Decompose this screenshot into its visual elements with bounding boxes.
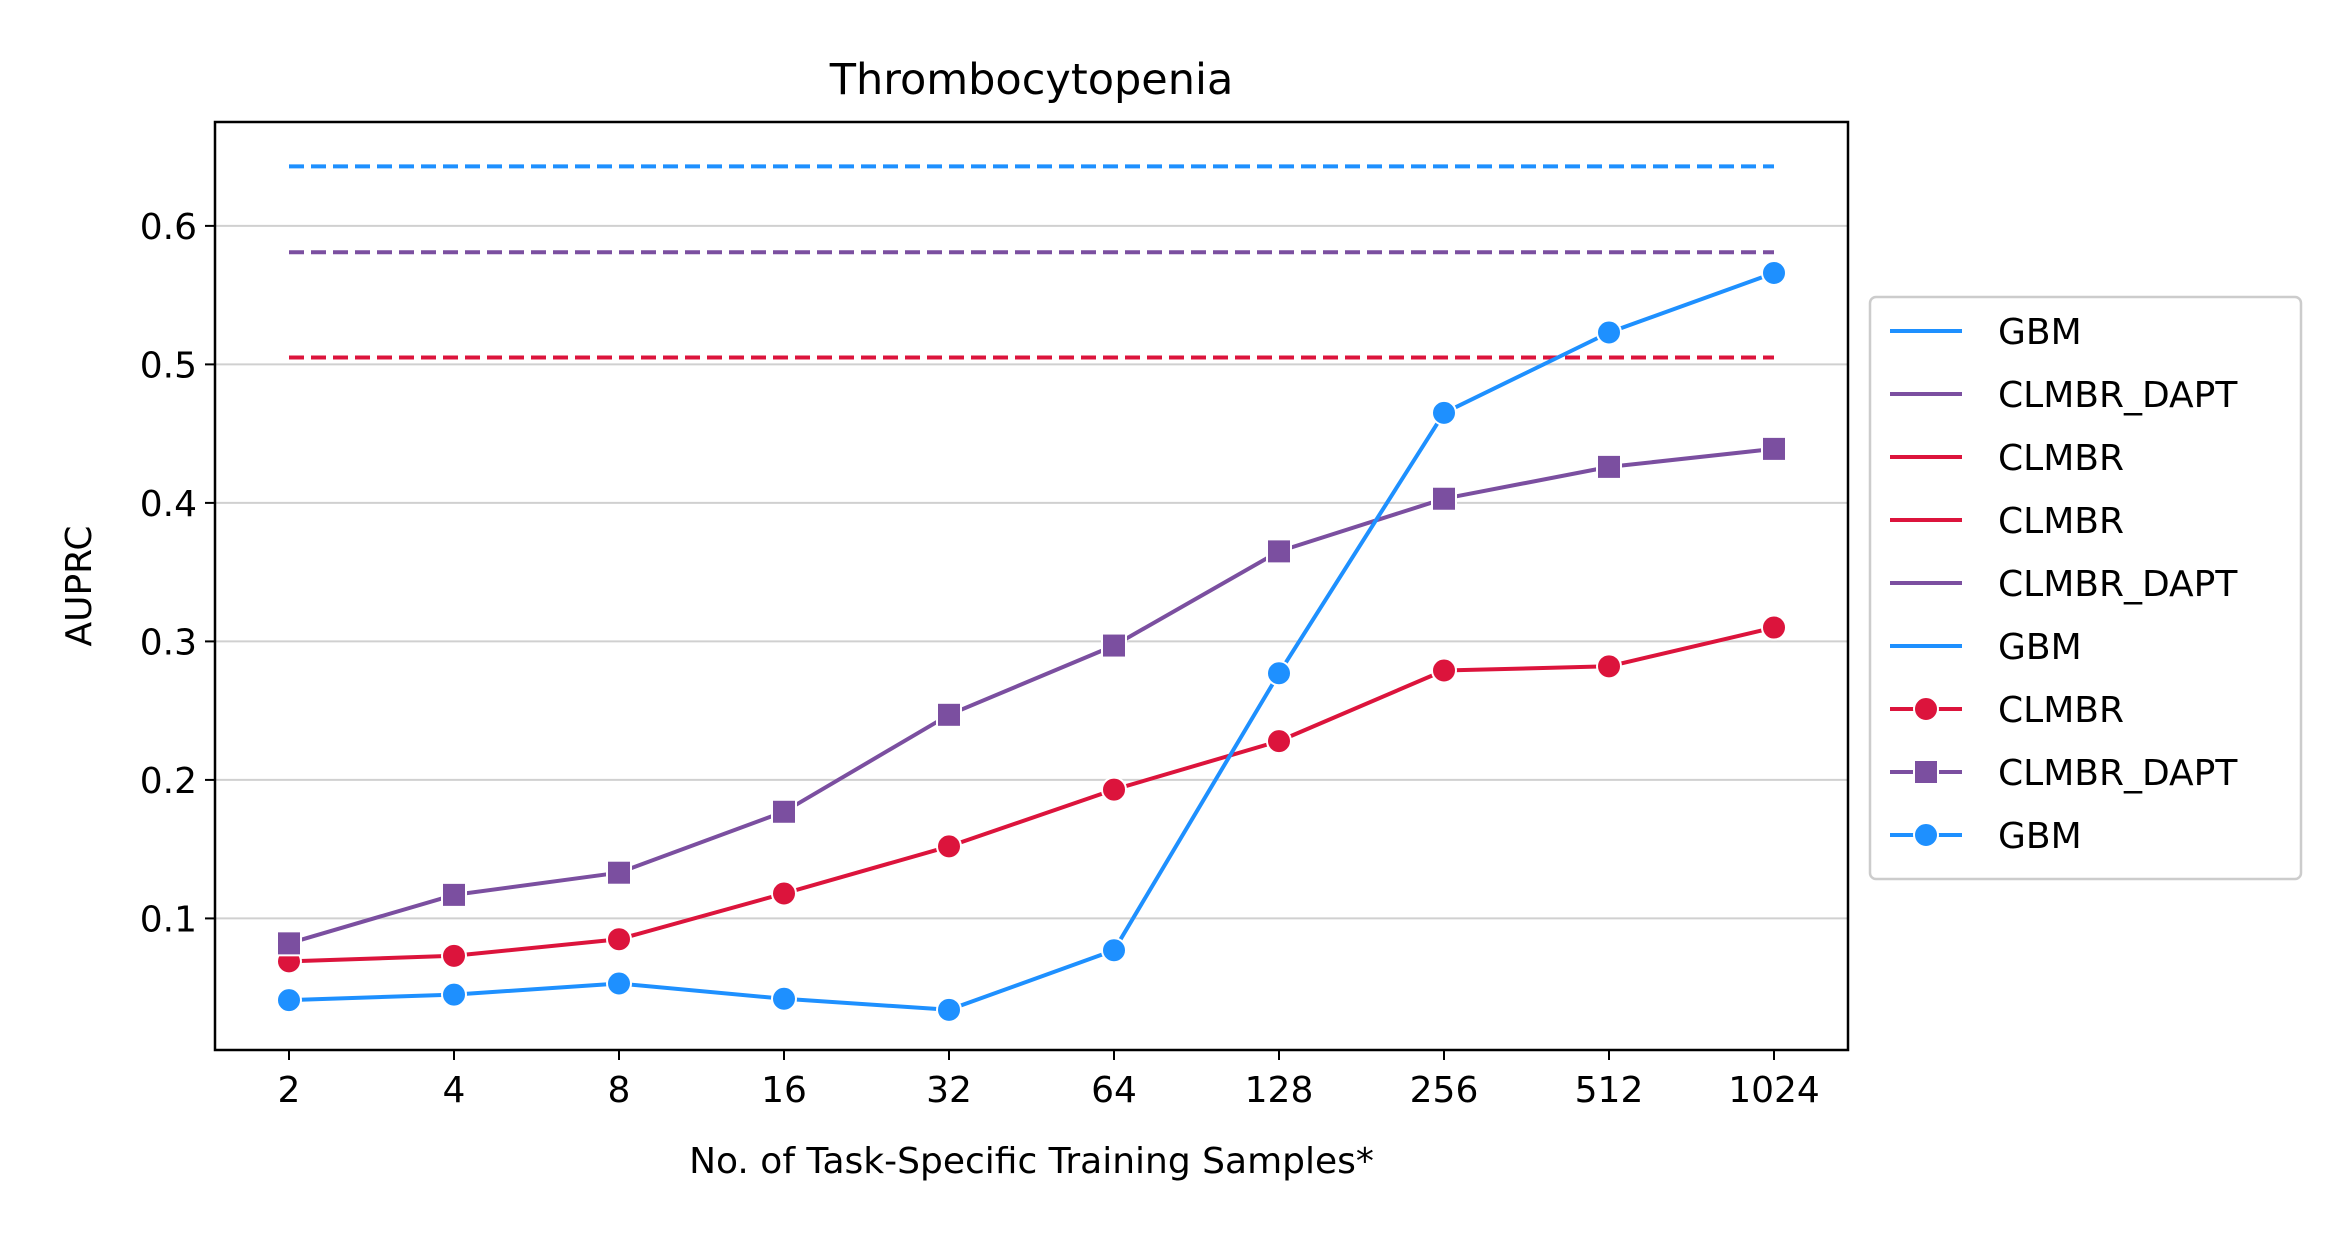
legend-item: CLMBR xyxy=(1890,690,2124,731)
data-point-clmbr xyxy=(441,942,467,969)
plot-frame xyxy=(213,120,1850,1052)
legend-label: CLMBR xyxy=(1998,501,2124,542)
data-point-gbm xyxy=(441,981,467,1008)
data-point-clmbr xyxy=(1101,776,1127,803)
x-tick-label: 16 xyxy=(761,1070,807,1111)
data-point-clmbr-dapt xyxy=(606,859,632,886)
series-lines xyxy=(288,271,1775,1012)
data-point-gbm xyxy=(276,987,302,1014)
legend-item: GBM xyxy=(1890,627,2082,668)
y-tick-label: 0.5 xyxy=(140,345,197,386)
legend-items: GBM CLMBR_DAPT CLMBR CLMBR CLMBR_DAPT GBM CLMB… xyxy=(1890,312,2238,857)
legend-item: CLMBR_DAPT xyxy=(1890,564,2238,605)
data-point-clmbr-dapt xyxy=(1761,435,1787,462)
legend-item: GBM xyxy=(1890,816,2082,857)
legend-marker xyxy=(1913,822,1939,848)
data-point-clmbr-dapt xyxy=(276,930,302,957)
series-line-clmbr xyxy=(288,625,1775,964)
data-point-clmbr xyxy=(1266,728,1292,755)
legend-label: CLMBR_DAPT xyxy=(1998,753,2238,794)
x-tick-label: 64 xyxy=(1091,1070,1137,1111)
x-tick-label: 2 xyxy=(278,1070,301,1111)
legend-box xyxy=(1868,295,2303,881)
data-point-clmbr-dapt xyxy=(1101,632,1127,659)
legend-item: GBM xyxy=(1890,312,2082,353)
x-tick-label: 4 xyxy=(443,1070,466,1111)
x-tick-label: 512 xyxy=(1575,1070,1644,1111)
legend: GBM CLMBR_DAPT CLMBR CLMBR CLMBR_DAPT GBM CLMB… xyxy=(1868,295,2303,881)
legend-label: GBM xyxy=(1998,312,2082,353)
x-tick-label: 128 xyxy=(1245,1070,1314,1111)
legend-item: CLMBR xyxy=(1890,501,2124,542)
grid-lines xyxy=(215,224,1848,920)
legend-label: CLMBR_DAPT xyxy=(1998,564,2238,605)
y-tick-label: 0.2 xyxy=(140,761,197,802)
legend-item: CLMBR_DAPT xyxy=(1890,375,2238,416)
x-tick-label: 32 xyxy=(926,1070,972,1111)
x-tick-label: 1024 xyxy=(1728,1070,1820,1111)
data-point-clmbr xyxy=(771,880,797,907)
data-point-clmbr xyxy=(1761,614,1787,641)
data-point-clmbr-dapt xyxy=(936,701,962,728)
y-tick-label: 0.6 xyxy=(140,207,197,248)
y-tick-label: 0.1 xyxy=(140,899,197,940)
data-point-gbm xyxy=(1431,399,1457,426)
legend-label: CLMBR xyxy=(1998,438,2124,479)
x-axis-ticks: 2 4 8 16 32 64 128 256 512 1024 xyxy=(278,1050,1820,1111)
data-point-clmbr-dapt xyxy=(771,798,797,825)
data-point-gbm xyxy=(1596,319,1622,346)
data-point-clmbr xyxy=(606,926,632,953)
legend-item: CLMBR xyxy=(1890,438,2124,479)
data-point-gbm xyxy=(606,970,632,997)
legend-marker xyxy=(1913,696,1939,722)
data-point-gbm xyxy=(1761,259,1787,286)
data-point-clmbr xyxy=(1596,653,1622,680)
y-tick-label: 0.3 xyxy=(140,622,197,663)
reference-lines xyxy=(289,164,1774,360)
legend-label: CLMBR xyxy=(1998,690,2124,731)
data-point-clmbr-dapt xyxy=(1431,485,1457,512)
legend-label: GBM xyxy=(1998,627,2082,668)
x-tick-label: 8 xyxy=(608,1070,631,1111)
legend-marker xyxy=(1913,759,1939,785)
data-point-clmbr xyxy=(1431,657,1457,684)
legend-label: GBM xyxy=(1998,816,2082,857)
data-point-gbm xyxy=(1101,937,1127,964)
series-markers xyxy=(276,259,1787,1023)
legend-item: CLMBR_DAPT xyxy=(1890,753,2238,794)
chart-title: Thrombocytopenia xyxy=(829,55,1234,105)
data-point-gbm xyxy=(771,985,797,1012)
data-point-clmbr-dapt xyxy=(1266,538,1292,565)
data-point-gbm xyxy=(936,996,962,1023)
series-line-clmbr-dapt xyxy=(288,446,1775,946)
series-line-gbm xyxy=(288,271,1775,1012)
data-point-clmbr xyxy=(936,833,962,860)
data-point-clmbr-dapt xyxy=(441,881,467,908)
y-axis-label: AUPRC xyxy=(59,525,100,646)
y-axis-ticks: 0.1 0.2 0.3 0.4 0.5 0.6 xyxy=(140,207,215,940)
data-point-clmbr-dapt xyxy=(1596,453,1622,480)
legend-label: CLMBR_DAPT xyxy=(1998,375,2238,416)
x-tick-label: 256 xyxy=(1410,1070,1479,1111)
data-point-gbm xyxy=(1266,660,1292,687)
y-tick-label: 0.4 xyxy=(140,484,197,525)
x-axis-label: No. of Task-Specific Training Samples* xyxy=(689,1141,1374,1182)
